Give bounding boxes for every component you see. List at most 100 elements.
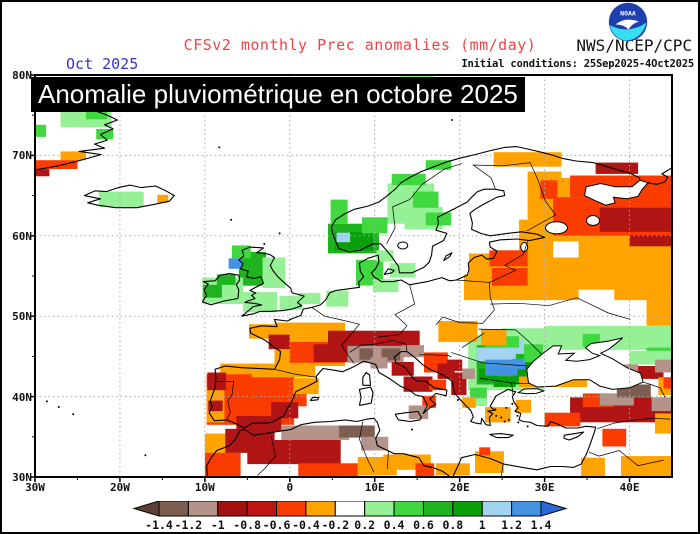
anomaly-cell <box>663 377 672 389</box>
anomaly-cell <box>435 463 470 476</box>
agency-label: NWS/NCEP/CPC <box>576 36 692 55</box>
colorbar-arrow-left <box>132 501 160 517</box>
colorbar-label: 0.8 <box>442 518 463 532</box>
island-dot <box>494 408 497 411</box>
anomaly-cell <box>157 194 169 203</box>
lake-outline <box>397 241 409 250</box>
island-dot <box>456 398 459 401</box>
coastline <box>383 268 395 275</box>
map-caption-banner: Anomalie pluviométrique en octobre 2025 <box>31 77 525 112</box>
coastline <box>208 351 448 429</box>
anomaly-cell <box>480 329 507 346</box>
anomaly-cell <box>216 274 236 285</box>
island-dot <box>451 119 454 122</box>
anomaly-cell <box>228 258 243 269</box>
anomaly-cell <box>370 357 388 369</box>
colorbar-label: -1.4 <box>145 518 173 532</box>
anomaly-cell <box>220 363 259 375</box>
anomaly-cell <box>462 368 475 379</box>
lon-tick-label: 30E <box>534 481 555 494</box>
anomaly-cell <box>544 412 581 427</box>
anomaly-cell <box>251 363 316 378</box>
colorbar-arrow-right <box>540 501 568 517</box>
colorbar-label: 0.2 <box>354 518 375 532</box>
lon-tick-label: 10E <box>364 481 385 494</box>
anomaly-cell <box>651 397 672 412</box>
colorbar-segment <box>305 501 336 517</box>
anomaly-cell <box>403 376 433 392</box>
anomaly-cell <box>646 300 672 326</box>
anomaly-cell <box>422 395 436 408</box>
anomaly-cell <box>247 440 341 465</box>
anomaly-cell <box>243 292 278 313</box>
colorbar-label: -1 <box>211 518 225 532</box>
lat-tick-label: 30N <box>12 471 32 484</box>
sea-outline <box>516 388 546 395</box>
country-border <box>257 435 276 476</box>
country-border <box>359 421 375 473</box>
country-border <box>500 464 504 477</box>
anomaly-cell <box>376 250 394 262</box>
anomaly-cell <box>298 292 321 305</box>
country-border <box>462 332 485 348</box>
anomaly-cell <box>485 407 511 423</box>
lat-tick-label: 60N <box>12 229 32 243</box>
anomaly-cell <box>540 180 558 199</box>
anomaly-cell <box>279 296 303 310</box>
island-dot <box>526 425 529 428</box>
lon-tick-label: 40E <box>619 481 640 494</box>
colorbar-label: 0.4 <box>384 518 405 532</box>
country-border <box>451 352 528 367</box>
island-dot <box>511 402 514 405</box>
colorbar-segment <box>481 501 513 517</box>
coastline <box>83 184 175 209</box>
island-dot <box>218 146 221 149</box>
anomaly-cell <box>599 207 672 232</box>
island-dot <box>278 232 281 235</box>
coastline <box>358 386 374 406</box>
date-label: Oct 2025 <box>66 55 139 73</box>
anomaly-cell <box>391 173 426 186</box>
colorbar-label: -0.8 <box>233 518 261 532</box>
coastline <box>362 371 372 386</box>
lon-tick-label: 20W <box>109 481 130 494</box>
country-border <box>526 162 557 232</box>
colorbar-segment <box>452 501 483 517</box>
anomaly-cell <box>629 235 672 247</box>
anomaly-cell <box>98 191 144 207</box>
lake-outline <box>586 215 601 227</box>
anomaly-cell <box>446 359 463 371</box>
anomaly-cell <box>60 151 86 161</box>
anomaly-cell <box>339 425 375 438</box>
coastline <box>249 146 641 370</box>
island-dot <box>500 416 503 419</box>
island-dot <box>230 218 233 221</box>
island-dot <box>144 454 147 457</box>
anomaly-cell <box>602 428 627 447</box>
coastline <box>201 273 241 306</box>
lat-tick-label: 80N <box>12 69 32 82</box>
island-dot <box>517 421 520 424</box>
colorbar-segment <box>276 501 307 517</box>
country-border <box>588 450 664 467</box>
colorbar-label: 1.2 <box>501 518 522 532</box>
country-border <box>274 368 318 378</box>
anomaly-cell <box>268 334 290 350</box>
svg-text:NOAA: NOAA <box>620 10 636 18</box>
colorbar-segment <box>364 501 395 517</box>
anomaly-cell <box>208 400 223 412</box>
colorbar-segment <box>334 501 366 517</box>
colorbar-legend: -1.4 -1.2 -1 -0.8 -0.6 -0.4 -0.2 0.2 0.4 0.6 0.8 1 1… <box>132 501 568 532</box>
lat-tick-label: 40N <box>12 390 32 404</box>
anomaly-cell <box>491 268 528 286</box>
anomaly-cell <box>401 345 424 358</box>
island-dot <box>57 406 60 409</box>
anomaly-cell <box>581 457 605 477</box>
coastline <box>489 433 514 439</box>
anomaly-cell <box>462 397 476 408</box>
anomaly-cell <box>479 447 491 456</box>
noaa-logo-icon: NOAA <box>608 2 648 42</box>
anomaly-cell <box>458 251 469 275</box>
island-dot <box>263 242 266 245</box>
island-dot <box>45 400 48 403</box>
